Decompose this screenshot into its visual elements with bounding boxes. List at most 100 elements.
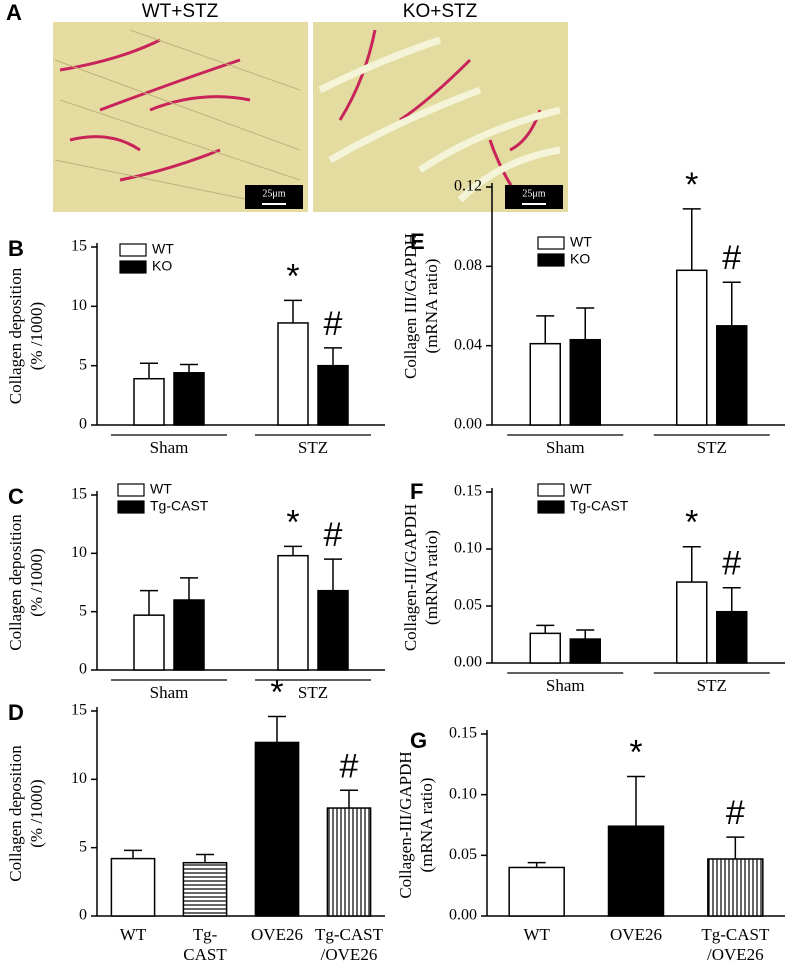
x-tick-label: Sham	[150, 683, 189, 702]
bar	[716, 325, 748, 426]
y-tick-label: 0.05	[454, 597, 482, 614]
y-tick-label: 0.10	[449, 785, 477, 802]
significance-marker: *	[629, 733, 642, 771]
x-tick-label: CAST	[183, 945, 227, 964]
panel-label: G	[410, 728, 427, 753]
x-tick-label: Sham	[546, 676, 585, 695]
significance-marker: #	[722, 545, 741, 583]
y-tick-label: 0.08	[454, 257, 482, 274]
bar	[326, 807, 372, 917]
y-axis-label: (mRNA ratio)	[417, 778, 436, 873]
micrograph	[313, 22, 568, 212]
bar	[607, 825, 665, 917]
bar	[133, 614, 165, 671]
y-tick-label: 0.15	[449, 725, 477, 742]
micrograph	[53, 22, 308, 212]
x-tick-label: Sham	[546, 438, 585, 457]
y-tick-label: 5	[79, 602, 87, 619]
image-title: KO+STZ	[403, 1, 478, 22]
significance-marker: #	[340, 747, 359, 785]
significance-marker: *	[286, 503, 299, 541]
legend-label: KO	[570, 251, 590, 267]
y-axis-label: Collagen deposition	[6, 267, 25, 404]
bar	[529, 342, 561, 426]
legend-label: Tg-CAST	[570, 498, 629, 514]
x-tick-label: /OVE26	[707, 945, 764, 964]
significance-marker: *	[286, 257, 299, 295]
panel-label: A	[6, 0, 22, 25]
legend-swatch	[537, 483, 565, 497]
legend-label: WT	[570, 481, 592, 497]
y-tick-label: 0	[79, 416, 87, 433]
bar	[277, 554, 309, 671]
bar	[569, 638, 601, 664]
significance-marker: *	[270, 673, 283, 711]
bar	[707, 858, 764, 917]
x-tick-label: /OVE26	[321, 945, 378, 964]
panel-label: B	[8, 236, 24, 261]
y-axis-label: (% /1000)	[27, 548, 46, 616]
y-tick-label: 0.10	[454, 540, 482, 557]
y-tick-label: 0.00	[449, 907, 477, 924]
scale-label: 25μm	[262, 188, 285, 199]
x-tick-label: OVE26	[251, 925, 303, 944]
y-tick-label: 15	[71, 238, 87, 255]
legend-label: Tg-CAST	[150, 498, 209, 514]
x-tick-label: STZ	[697, 676, 727, 695]
bar	[133, 377, 165, 426]
y-axis-label: Collagen-III/GAPDH	[396, 751, 415, 898]
y-tick-label: 10	[71, 544, 87, 561]
y-axis-label: Collagen-III/GAPDH	[401, 504, 420, 651]
y-tick-label: 15	[71, 486, 87, 503]
panel-label: E	[410, 229, 425, 254]
y-tick-label: 0.00	[454, 416, 482, 433]
bar	[508, 866, 565, 917]
bar	[182, 861, 228, 917]
bar	[716, 610, 748, 664]
bar	[254, 741, 300, 917]
legend-label: WT	[152, 241, 174, 257]
significance-marker: #	[726, 794, 745, 832]
x-tick-label: Tg-CAST	[701, 925, 770, 944]
y-tick-label: 0	[79, 661, 87, 678]
x-tick-label: Tg-CAST	[315, 925, 384, 944]
bar	[317, 589, 349, 671]
y-tick-label: 10	[71, 297, 87, 314]
bar	[676, 269, 708, 426]
y-axis-label: (mRNA ratio)	[422, 259, 441, 354]
legend-swatch	[117, 500, 145, 514]
scale-label: 25μm	[522, 188, 545, 199]
legend-swatch	[117, 483, 145, 497]
y-tick-label: 15	[71, 702, 87, 719]
x-tick-label: Sham	[150, 438, 189, 457]
y-axis-label: (% /1000)	[27, 302, 46, 370]
x-tick-label: STZ	[298, 438, 328, 457]
y-tick-label: 0.12	[454, 178, 482, 195]
x-tick-label: Tg-	[193, 925, 218, 944]
significance-marker: #	[324, 516, 343, 554]
y-tick-label: 0.04	[454, 336, 482, 353]
y-axis-label: Collagen deposition	[6, 745, 25, 882]
y-axis-label: (mRNA ratio)	[422, 530, 441, 625]
bar	[277, 322, 309, 426]
legend-swatch	[119, 243, 147, 257]
panel-label: F	[410, 479, 423, 504]
y-tick-label: 5	[79, 356, 87, 373]
x-tick-label: WT	[120, 925, 147, 944]
x-tick-label: STZ	[298, 683, 328, 702]
y-tick-label: 0.00	[454, 654, 482, 671]
x-tick-label: WT	[523, 925, 550, 944]
bar	[676, 581, 708, 664]
y-tick-label: 0.05	[449, 846, 477, 863]
y-tick-label: 0.15	[454, 483, 482, 500]
panel-label: C	[8, 484, 24, 509]
legend-swatch	[537, 500, 565, 514]
image-title: WT+STZ	[142, 1, 219, 22]
y-axis-label: Collagen deposition	[6, 514, 25, 651]
legend-label: WT	[150, 481, 172, 497]
x-tick-label: OVE26	[610, 925, 662, 944]
bar	[110, 857, 156, 917]
y-tick-label: 0	[79, 907, 87, 924]
y-tick-label: 10	[71, 770, 87, 787]
